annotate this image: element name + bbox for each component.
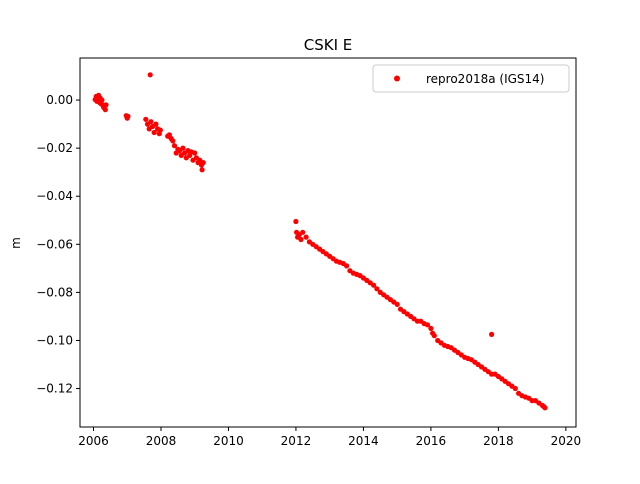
- y-axis-label: m: [9, 237, 23, 249]
- data-point: [200, 167, 205, 172]
- legend-marker: [394, 76, 400, 82]
- data-point: [103, 102, 108, 107]
- x-tick-label: 2008: [146, 434, 177, 448]
- data-point: [513, 386, 518, 391]
- data-point: [158, 128, 163, 133]
- data-point: [148, 119, 153, 124]
- data-point: [143, 117, 148, 122]
- data-point: [542, 405, 547, 410]
- data-point: [148, 72, 153, 77]
- data-point: [395, 302, 400, 307]
- data-point: [153, 122, 158, 127]
- data-point: [304, 235, 309, 240]
- data-point: [293, 219, 298, 224]
- data-point: [489, 332, 494, 337]
- data-point: [99, 98, 104, 103]
- data-point: [201, 160, 206, 165]
- legend: repro2018a (IGS14): [373, 65, 569, 92]
- data-point: [344, 263, 349, 268]
- y-tick-label: −0.04: [36, 189, 73, 203]
- y-tick-label: −0.10: [36, 333, 73, 347]
- x-tick-label: 2006: [78, 434, 109, 448]
- data-point: [103, 107, 108, 112]
- data-point: [298, 237, 303, 242]
- data-point: [180, 146, 185, 151]
- chart-title: CSKI E: [304, 36, 353, 54]
- data-point: [170, 138, 175, 143]
- y-tick-label: 0.00: [46, 93, 73, 107]
- x-tick-label: 2018: [483, 434, 514, 448]
- data-point: [192, 150, 197, 155]
- data-point: [428, 326, 433, 331]
- x-tick-label: 2010: [213, 434, 244, 448]
- data-point: [300, 230, 305, 235]
- legend-label: repro2018a (IGS14): [426, 72, 544, 86]
- data-point: [125, 114, 130, 119]
- y-tick-label: −0.06: [36, 237, 73, 251]
- x-tick-label: 2016: [416, 434, 447, 448]
- y-tick-label: −0.08: [36, 285, 73, 299]
- y-tick-label: −0.12: [36, 382, 73, 396]
- data-point: [432, 333, 437, 338]
- x-tick-label: 2020: [551, 434, 582, 448]
- x-tick-label: 2012: [281, 434, 312, 448]
- y-tick-label: −0.02: [36, 141, 73, 155]
- x-tick-label: 2014: [348, 434, 379, 448]
